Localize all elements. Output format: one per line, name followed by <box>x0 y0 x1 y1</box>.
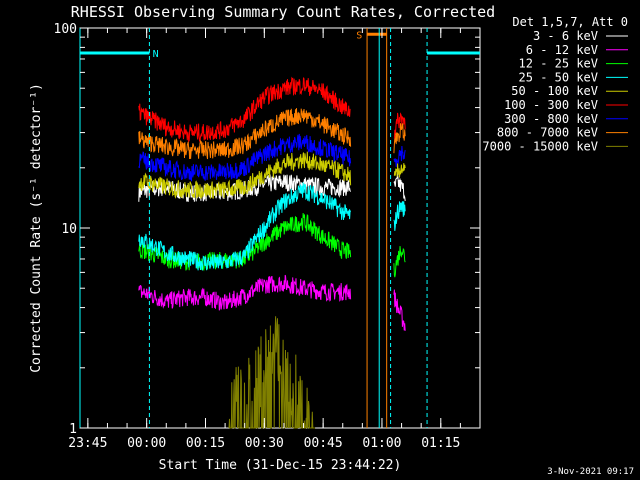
y-axis-label: Corrected Count Rate (s⁻¹ detector⁻¹) <box>29 83 44 373</box>
x-tick-label: 01:00 <box>362 436 401 451</box>
series-1 <box>138 274 406 331</box>
series-line <box>138 108 352 160</box>
series-line <box>138 133 352 182</box>
legend-header: Det 1,5,7, Att 0 <box>512 15 628 29</box>
legend-label: 6 - 12 keV <box>526 43 598 57</box>
legend-label: 25 - 50 keV <box>519 70 598 84</box>
series-line <box>138 76 351 144</box>
series-5 <box>138 76 406 144</box>
annotation-label: S <box>356 30 362 41</box>
y-tick-label: 100 <box>54 22 77 37</box>
series-2 <box>138 213 406 278</box>
y-tick-label: 10 <box>61 222 77 237</box>
x-axis-ticks: 23:45 00:00 00:15 00:30 00:45 01:00 01:15 <box>68 28 461 451</box>
x-axis-label: Start Time (31-Dec-15 23:44:22) <box>159 458 402 473</box>
annotation-label: N <box>153 49 159 60</box>
footer-date: 3-Nov-2021 09:17 <box>547 467 634 477</box>
plot-area: NS <box>79 27 481 429</box>
x-tick-label: 01:15 <box>421 436 460 451</box>
legend-label: 800 - 7000 keV <box>497 126 598 140</box>
x-tick-label: 00:15 <box>186 436 225 451</box>
legend-label: 100 - 300 keV <box>504 98 598 112</box>
series-7 <box>138 108 406 160</box>
series-line <box>138 213 352 272</box>
series-line <box>393 201 406 231</box>
chart-title: RHESSI Observing Summary Count Rates, Co… <box>71 3 495 21</box>
y-tick-label: 1 <box>69 422 77 437</box>
series-line <box>138 182 352 271</box>
x-tick-label: 00:45 <box>304 436 343 451</box>
series-6 <box>138 133 406 182</box>
x-tick-label: 00:00 <box>127 436 166 451</box>
series-line <box>393 289 406 331</box>
series-4 <box>138 151 406 200</box>
series-line <box>393 246 406 278</box>
series-line <box>393 145 406 167</box>
series-3 <box>138 182 406 271</box>
legend-label: 50 - 100 keV <box>511 84 598 98</box>
y-axis-ticks: 1 10 100 <box>54 22 480 437</box>
legend-label: 12 - 25 keV <box>519 57 598 71</box>
x-tick-label: 00:30 <box>245 436 284 451</box>
series-8 <box>228 316 316 429</box>
series-line <box>138 151 352 200</box>
series-line <box>393 112 406 139</box>
series-line <box>138 274 352 311</box>
legend-label: 3 - 6 keV <box>533 29 598 43</box>
legend-label: 300 - 800 keV <box>504 112 598 126</box>
x-tick-label: 23:45 <box>68 436 107 451</box>
annotation-0: N <box>80 28 480 428</box>
series-line <box>393 173 406 201</box>
series-line <box>393 163 406 178</box>
series-line <box>393 123 406 154</box>
annotation-1: S <box>356 28 388 428</box>
series-line <box>228 316 316 429</box>
legend-label: 7000 - 15000 keV <box>482 139 598 153</box>
